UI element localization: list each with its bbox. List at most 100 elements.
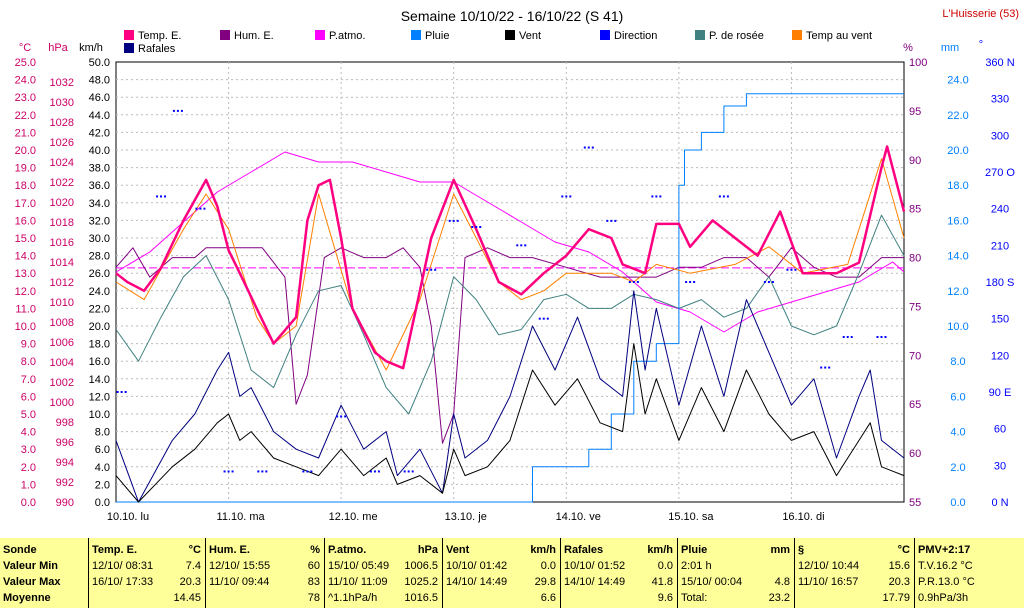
legend-swatch: [124, 43, 134, 53]
wind-tick-label: 12.0: [89, 391, 110, 403]
series-rafales: [115, 290, 905, 503]
stats-col-sect: § °C 12/10/ 10:44 15.6 11/10/ 16:57 20.3 17…: [795, 538, 914, 608]
stats-label-avg: Moyenne: [3, 592, 51, 604]
stats-temp-min-date: 12/10/ 08:31: [92, 560, 154, 572]
direction-tick-label: 120: [991, 350, 1009, 362]
temp-tick-label: 1.0: [21, 479, 36, 491]
direction-point: [850, 336, 853, 338]
series-line-p-de-rosee: [115, 214, 905, 415]
direction-point: [632, 281, 635, 283]
stats-hum-avg: 78: [307, 592, 320, 604]
axis-unit-humidity: %: [903, 42, 913, 54]
direction-tick-label: 270 O: [985, 167, 1015, 179]
temp-tick-label: 12.0: [15, 286, 36, 298]
humidity-tick-label: 90: [909, 155, 921, 167]
direction-point: [524, 244, 527, 247]
legend-label: Rafales: [138, 43, 176, 55]
legend-swatch: [220, 30, 230, 40]
x-tick-label: 14.10. ve: [556, 511, 601, 523]
legend-swatch: [124, 30, 134, 40]
direction-point: [820, 366, 823, 369]
stats-sect-avg: 17.79: [882, 592, 910, 604]
temp-tick-label: 7.0: [21, 374, 36, 386]
temp-tick-label: 19.0: [15, 163, 36, 175]
temp-tick-label: 21.0: [15, 127, 36, 139]
stats-pmv-trend: 0.9hPa/3h: [918, 592, 969, 604]
direction-tick-label: 210: [991, 240, 1009, 252]
legend-label: P.atmo.: [329, 30, 366, 42]
direction-point: [124, 391, 127, 393]
stats-vent-title: Vent: [446, 544, 470, 556]
wind-tick-label: 30.0: [89, 233, 110, 245]
rain-tick-label: 22.0: [947, 110, 968, 122]
direction-point: [606, 219, 609, 222]
stats-col-pmv: PMV+2:17 T.V.16.2 °C P.R.13.0 °C 0.9hPa/…: [915, 538, 1024, 608]
humidity-tick-label: 85: [909, 204, 921, 216]
direction-point: [610, 219, 613, 222]
stats-vent-max: 29.8: [534, 576, 556, 588]
stats-vent-unit: km/h: [530, 544, 556, 556]
chart-title: Semaine 10/10/22 - 16/10/22 (S 41): [401, 8, 624, 24]
pressure-tick-label: 1032: [50, 77, 74, 89]
wind-tick-label: 6.0: [95, 444, 110, 456]
stats-vent-min-date: 10/10/ 01:42: [446, 560, 508, 572]
rain-tick-label: 24.0: [947, 75, 968, 87]
stats-pluie-unit: mm: [770, 544, 790, 556]
legend-label: Temp au vent: [806, 30, 872, 42]
wind-tick-label: 22.0: [89, 303, 110, 315]
stats-table: Sonde Valeur Min Valeur Max Moyenne Temp…: [0, 538, 1024, 608]
direction-point: [651, 195, 654, 198]
stats-patmo-min-date: 15/10/ 05:49: [328, 560, 390, 572]
temp-tick-label: 20.0: [15, 145, 36, 157]
wind-tick-label: 26.0: [89, 268, 110, 280]
pressure-tick-label: 1026: [50, 137, 74, 149]
humidity-tick-label: 80: [909, 253, 921, 265]
temp-tick-label: 10.0: [15, 321, 36, 333]
legend-label: Direction: [614, 30, 657, 42]
direction-point: [583, 146, 586, 149]
rain-tick-label: 2.0: [950, 462, 965, 474]
stats-sect-unit: °C: [897, 544, 910, 556]
x-tick-label: 10.10. lu: [107, 511, 149, 523]
temp-tick-label: 9.0: [21, 339, 36, 351]
stats-sect-title: §: [798, 544, 805, 556]
stats-temp-min: 7.4: [185, 560, 201, 572]
direction-point: [340, 415, 343, 418]
direction-point: [587, 146, 590, 149]
pressure-tick-label: 1008: [50, 317, 74, 329]
wind-tick-label: 42.0: [89, 127, 110, 139]
direction-point: [203, 207, 206, 210]
stats-patmo-min: 1006.5: [404, 560, 438, 572]
stats-hum-unit: %: [310, 544, 320, 556]
temp-tick-label: 8.0: [21, 356, 36, 368]
stats-temp-avg: 14.45: [173, 592, 201, 604]
wind-tick-label: 24.0: [89, 286, 110, 298]
direction-point: [693, 281, 696, 283]
pressure-tick-label: 994: [56, 457, 74, 469]
direction-point: [265, 470, 268, 473]
direction-point: [614, 219, 617, 222]
direction-tick-label: 240: [991, 204, 1009, 216]
wind-tick-label: 20.0: [89, 321, 110, 333]
stats-sect-max-date: 11/10/ 16:57: [798, 576, 859, 588]
humidity-tick-label: 65: [909, 399, 921, 411]
series-temp-e: [115, 145, 906, 370]
x-tick-label: 16.10. di: [782, 511, 824, 523]
direction-tick-label: 0 N: [991, 497, 1008, 509]
wind-tick-label: 44.0: [89, 110, 110, 122]
stats-patmo-unit: hPa: [417, 544, 438, 556]
stats-sonde-header: Sonde: [3, 544, 37, 556]
wind-tick-label: 8.0: [95, 427, 110, 439]
direction-point: [261, 470, 264, 473]
stats-pmv-title: PMV+2:17: [918, 544, 971, 556]
chart-legend: Temp. E. Hum. E. P.atmo. Pluie Vent Direction…: [124, 30, 872, 55]
direction-tick-label: 150: [991, 314, 1009, 326]
pressure-tick-label: 998: [56, 417, 74, 429]
stats-vent-max-date: 14/10/ 14:49: [446, 576, 508, 588]
direction-point: [403, 470, 406, 473]
direction-point: [176, 109, 179, 112]
direction-point: [434, 268, 437, 271]
stats-col-pluie: Pluie mm 2:01 h 15/10/ 00:04 4.8 Total: 23.…: [678, 538, 794, 608]
direction-point: [430, 268, 433, 271]
rain-tick-label: 8.0: [950, 356, 965, 368]
